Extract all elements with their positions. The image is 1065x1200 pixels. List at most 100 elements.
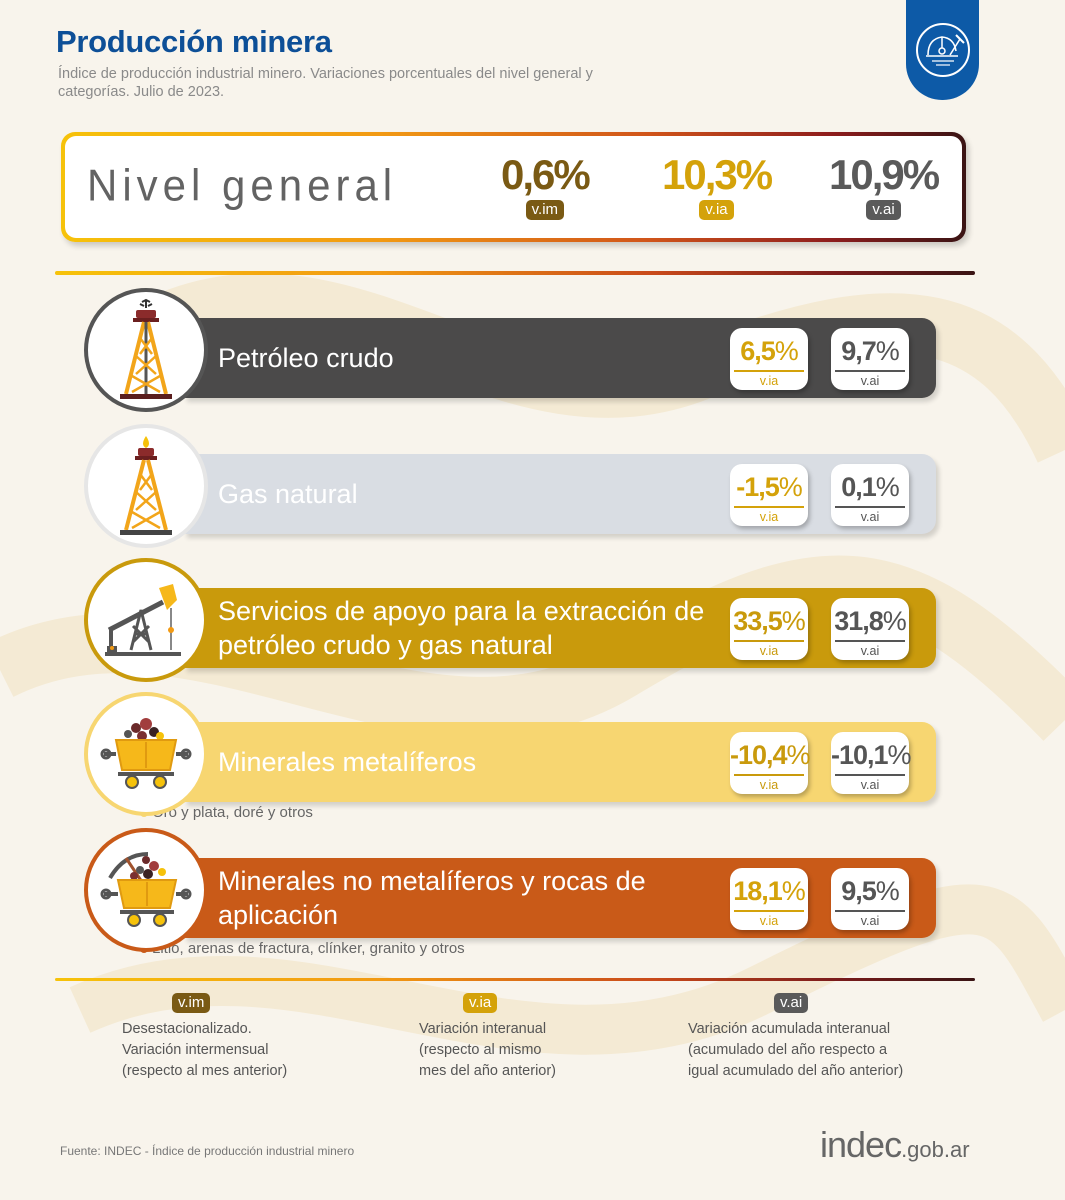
category-minerales-metaliferos: Minerales metalíferos -10,4% v.ia -10,1%… <box>84 692 939 817</box>
percent-sign: % <box>875 472 900 502</box>
legend-via: v.ia Variación interanual (respecto al m… <box>419 993 556 1082</box>
vai-card: 0,1% v.ai <box>831 464 909 526</box>
mining-badge <box>906 0 979 100</box>
legend-vim: v.im Desestacionalizado. Variación inter… <box>122 993 287 1082</box>
vai-tag: v.ai <box>866 200 901 220</box>
icon-circle <box>84 424 208 548</box>
indec-logo: indec.gob.ar <box>820 1124 970 1166</box>
legend-line: Variación intermensual <box>122 1042 269 1058</box>
source-note: Fuente: INDEC - Índice de producción ind… <box>60 1144 355 1158</box>
legend-vai: v.ai Variación acumulada interanual (acu… <box>688 993 903 1082</box>
vai-value: 9,5 <box>841 876 877 906</box>
via-value: 33,5 <box>733 606 783 636</box>
legend-line: (respecto al mismo <box>419 1042 542 1058</box>
vai-card: 9,7% v.ai <box>831 328 909 390</box>
page-subtitle: Índice de producción industrial minero. … <box>58 66 593 100</box>
category-bar <box>184 858 936 938</box>
percent-sign: % <box>786 740 811 770</box>
gas-derrick-flame-icon <box>120 436 172 535</box>
nivel-general-via: 10,3% v.ia <box>662 151 773 220</box>
mine-cart-ore-icon <box>100 718 192 789</box>
percent-sign: % <box>774 336 799 366</box>
brand-main: indec <box>820 1124 902 1165</box>
category-label: Minerales no metalíferos y rocas de apli… <box>218 866 646 930</box>
via-value: -10,4 <box>730 740 788 770</box>
percent-sign: % <box>778 472 803 502</box>
nivel-general-panel: Nivel general 0,6% v.im 10,3% v.ia 10,9%… <box>61 132 966 242</box>
via-card: 33,5% v.ia <box>730 598 808 660</box>
note-no-metaliferos: Litio, arenas de fractura, clínker, gran… <box>140 940 465 957</box>
vai-card: 9,5% v.ai <box>831 868 909 930</box>
legend-line: Desestacionalizado. <box>122 1021 252 1037</box>
via-value: -1,5 <box>736 472 780 502</box>
percent-sign: % <box>781 606 806 636</box>
vai-tag: v.ai <box>860 778 880 792</box>
vai-card: -10,1% v.ai <box>831 732 912 794</box>
note-text: Litio, arenas de fractura, clínker, gran… <box>152 940 465 957</box>
via-tag: v.ia <box>759 644 779 658</box>
vai-tag: v.ai <box>860 510 880 524</box>
section-divider <box>55 271 975 275</box>
nivel-general-label: Nivel general <box>87 160 398 211</box>
mining-helmet-pickaxe-icon <box>915 23 970 77</box>
category-label: Servicios de apoyo para la extracción de… <box>218 596 705 660</box>
icon-circle <box>84 828 208 952</box>
pumpjack-icon <box>105 584 181 656</box>
vai-tag: v.ai <box>860 374 880 388</box>
vim-tag: v.im <box>525 200 565 220</box>
legend-line: mes del año anterior) <box>419 1063 557 1079</box>
via-value: 10,3% <box>662 151 773 198</box>
percent-sign: % <box>875 876 900 906</box>
vai-value: -10,1 <box>831 740 889 770</box>
page-title: Producción minera <box>56 24 332 59</box>
vai-card: 31,8% v.ai <box>831 598 909 660</box>
legend-divider <box>55 978 975 981</box>
percent-sign: % <box>882 606 907 636</box>
category-label: Minerales metalíferos <box>218 747 477 777</box>
via-value: 18,1 <box>733 876 783 906</box>
via-tag: v.ia <box>759 510 779 524</box>
percent-sign: % <box>887 740 912 770</box>
legend-line: (respecto al mes anterior) <box>122 1063 288 1079</box>
via-card: 18,1% v.ia <box>730 868 808 930</box>
vim-value: 0,6% <box>501 151 591 198</box>
via-value: 6,5 <box>740 336 776 366</box>
category-gas-natural: Gas natural -1,5% v.ia 0,1% v.ai <box>84 424 939 549</box>
mine-cart-pickaxe-icon <box>100 852 192 927</box>
category-bar <box>184 722 936 802</box>
vai-value: 10,9% <box>829 151 940 198</box>
oil-derrick-icon <box>120 298 172 399</box>
legend-line: igual acumulado del año anterior) <box>688 1063 904 1079</box>
via-tag: v.ia <box>759 914 779 928</box>
nivel-general-vim: 0,6% v.im <box>501 151 591 220</box>
vim-tag: v.im <box>172 993 211 1013</box>
legend-line: Variación interanual <box>419 1021 547 1037</box>
category-petroleo-crudo: Petróleo crudo 6,5% v.ia 9,7% v.ai <box>84 288 939 413</box>
legend-line: Variación acumulada interanual <box>688 1021 891 1037</box>
icon-circle <box>84 692 208 816</box>
vai-value: 9,7 <box>841 336 877 366</box>
vai-value: 0,1 <box>841 472 877 502</box>
legend-line: (acumulado del año respecto a <box>688 1042 888 1058</box>
icon-circle <box>84 288 208 412</box>
brand-domain: .gob.ar <box>901 1137 970 1162</box>
via-card: -1,5% v.ia <box>730 464 808 526</box>
category-label: Gas natural <box>218 479 358 509</box>
icon-circle <box>84 558 208 682</box>
note-text: Oro y plata, doré y otros <box>152 804 313 821</box>
nivel-general-vai: 10,9% v.ai <box>829 151 940 220</box>
via-card: -10,4% v.ia <box>730 732 811 794</box>
via-tag: v.ia <box>759 778 779 792</box>
via-card: 6,5% v.ia <box>730 328 808 390</box>
percent-sign: % <box>875 336 900 366</box>
vai-value: 31,8 <box>834 606 884 636</box>
vai-tag: v.ai <box>774 993 809 1013</box>
category-bar <box>184 318 936 398</box>
via-tag: v.ia <box>699 200 734 220</box>
via-tag: v.ia <box>463 993 498 1013</box>
category-bar <box>184 454 936 534</box>
category-servicios-apoyo: Servicios de apoyo para la extracción de… <box>84 558 939 683</box>
category-label: Petróleo crudo <box>218 343 394 373</box>
via-tag: v.ia <box>759 374 779 388</box>
percent-sign: % <box>781 876 806 906</box>
